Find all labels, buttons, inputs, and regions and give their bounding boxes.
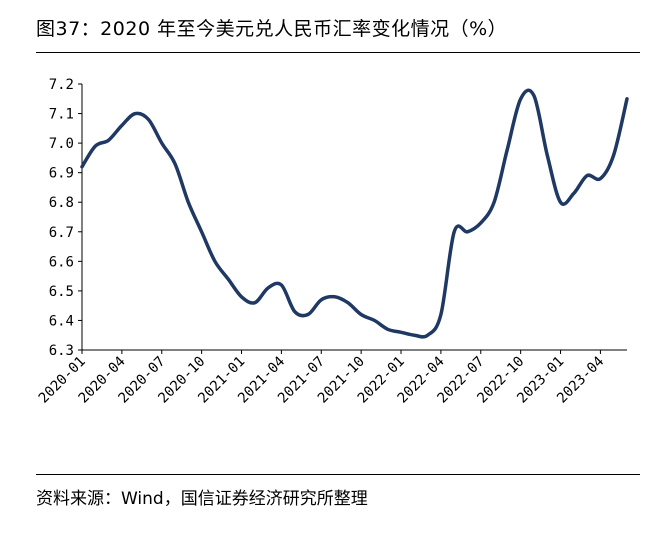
data-point-2023-06 bbox=[626, 98, 628, 100]
data-point-2020-09 bbox=[187, 201, 189, 203]
title-divider bbox=[36, 52, 640, 53]
y-tick-label: 7.0 bbox=[49, 136, 74, 152]
data-point-2023-01 bbox=[559, 201, 561, 203]
data-point-2022-05 bbox=[453, 231, 455, 233]
source-note: 资料来源：Wind，国信证券经济研究所整理 bbox=[36, 489, 368, 509]
y-tick-label: 6.8 bbox=[49, 195, 74, 211]
y-tick-label: 7.2 bbox=[49, 77, 74, 93]
source-divider bbox=[36, 474, 640, 475]
data-point-2021-04 bbox=[280, 284, 282, 286]
data-point-2020-08 bbox=[174, 163, 176, 165]
chart-plot-area bbox=[80, 88, 629, 339]
data-point-2020-12 bbox=[227, 278, 229, 280]
y-tick-label: 6.5 bbox=[49, 284, 74, 300]
data-point-2020-11 bbox=[214, 260, 216, 262]
data-point-2020-04 bbox=[121, 124, 123, 126]
data-point-2022-07 bbox=[480, 222, 482, 224]
data-point-2022-11 bbox=[533, 95, 535, 97]
data-point-2023-02 bbox=[573, 192, 575, 194]
data-point-2021-01 bbox=[240, 296, 242, 298]
y-tick-label: 6.6 bbox=[49, 254, 74, 270]
data-point-2020-06 bbox=[147, 118, 149, 120]
data-point-2022-02 bbox=[413, 334, 415, 336]
data-point-2022-12 bbox=[546, 154, 548, 156]
data-point-2022-03 bbox=[426, 334, 428, 336]
data-point-2020-07 bbox=[161, 142, 163, 144]
data-point-2020-01 bbox=[81, 166, 83, 168]
data-point-2021-11 bbox=[373, 319, 375, 321]
data-point-2021-05 bbox=[294, 310, 296, 312]
data-point-2020-02 bbox=[94, 145, 96, 147]
y-tick-label: 7.1 bbox=[49, 107, 74, 123]
data-point-2021-10 bbox=[360, 313, 362, 315]
data-point-2021-03 bbox=[267, 287, 269, 289]
y-tick-label: 6.7 bbox=[49, 225, 74, 241]
y-tick-label: 6.4 bbox=[49, 313, 74, 329]
data-point-2021-12 bbox=[387, 328, 389, 330]
data-point-2021-08 bbox=[333, 296, 335, 298]
data-point-2021-06 bbox=[307, 313, 309, 315]
data-point-2021-09 bbox=[347, 302, 349, 304]
data-point-2022-09 bbox=[506, 148, 508, 150]
data-point-2021-07 bbox=[320, 299, 322, 301]
data-point-2020-10 bbox=[200, 231, 202, 233]
data-point-2022-06 bbox=[466, 231, 468, 233]
data-point-2023-05 bbox=[613, 154, 615, 156]
data-point-2020-05 bbox=[134, 112, 136, 114]
data-point-2022-10 bbox=[520, 98, 522, 100]
data-point-2020-03 bbox=[107, 139, 109, 141]
data-point-2022-04 bbox=[440, 313, 442, 315]
data-point-2023-04 bbox=[599, 177, 601, 179]
data-point-2022-01 bbox=[400, 331, 402, 333]
chart-title: 图37：2020 年至今美元兑人民币汇率变化情况（%） bbox=[36, 18, 508, 40]
y-tick-label: 6.9 bbox=[49, 166, 74, 182]
exchange-rate-line bbox=[80, 88, 629, 339]
data-point-2021-02 bbox=[254, 302, 256, 304]
y-tick-label: 6.3 bbox=[49, 343, 74, 359]
data-point-2023-03 bbox=[586, 174, 588, 176]
data-point-2022-08 bbox=[493, 201, 495, 203]
chart-axes bbox=[78, 83, 627, 354]
